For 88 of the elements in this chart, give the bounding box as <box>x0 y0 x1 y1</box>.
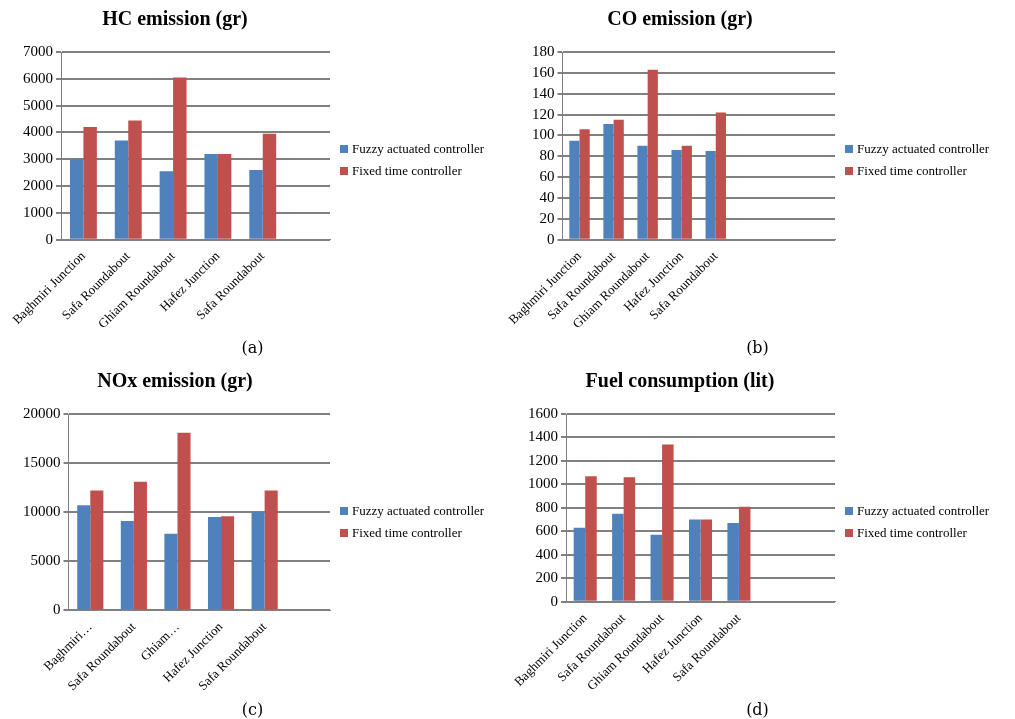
y-tick-label: 10000 <box>23 503 61 520</box>
y-tick-label: 0 <box>550 592 558 609</box>
bar <box>573 527 586 601</box>
bar <box>204 153 218 239</box>
y-tick-label: 7000 <box>23 42 53 59</box>
bar <box>262 133 277 239</box>
bar <box>585 476 597 601</box>
y-tick-label: 0 <box>53 601 61 618</box>
y-tick-label: 1400 <box>528 428 558 445</box>
y-tick-label: 1000 <box>23 203 53 220</box>
y-tick-label: 600 <box>535 522 558 539</box>
bar <box>133 481 147 610</box>
y-tick-label: 140 <box>531 84 555 101</box>
legend-label: Fuzzy actuated controller <box>351 141 486 157</box>
bar <box>705 151 716 239</box>
legend-label: Fuzzy actuated controller <box>856 141 991 157</box>
y-tick-label: 80 <box>539 147 555 164</box>
bar <box>177 432 191 610</box>
bar <box>700 519 713 601</box>
bar <box>128 120 142 239</box>
y-tick-label: 4000 <box>23 123 53 140</box>
text: (b) <box>745 338 770 357</box>
y-tick-label: 3000 <box>23 150 53 167</box>
bar <box>662 444 674 601</box>
legend-label: Fuzzy actuated controller <box>351 503 486 519</box>
y-tick-label: 400 <box>535 545 558 562</box>
y-tick-label: 1600 <box>528 404 558 421</box>
bar <box>647 69 658 239</box>
chart-title: Fuel consumption (lit) <box>585 369 775 393</box>
y-tick-label: 200 <box>535 569 558 586</box>
bar <box>69 159 84 239</box>
y-tick-label: 6000 <box>23 69 53 86</box>
y-tick-label: 800 <box>535 498 558 515</box>
bar <box>579 129 590 239</box>
bar <box>164 533 178 610</box>
bar <box>738 506 751 601</box>
y-tick-label: 180 <box>531 42 555 59</box>
bar <box>603 123 614 239</box>
y-tick-label: 20000 <box>23 404 61 421</box>
y-tick-label: 60 <box>539 168 555 185</box>
y-tick-label: 5000 <box>23 96 53 113</box>
legend-label: Fixed time controller <box>856 163 968 179</box>
text: (c) <box>240 700 265 719</box>
bar <box>637 145 648 239</box>
bar <box>173 77 187 239</box>
chart-title: HC emission (gr) <box>102 7 248 31</box>
bar <box>612 513 624 601</box>
y-tick-label: 0 <box>45 230 53 247</box>
bar <box>264 490 278 610</box>
bar <box>249 169 263 239</box>
bar <box>715 112 726 239</box>
legend-label: Fixed time controller <box>856 525 968 541</box>
y-tick-label: 160 <box>531 63 555 80</box>
legend-label: Fuzzy actuated controller <box>856 503 991 519</box>
bar <box>688 519 701 601</box>
bar <box>120 521 134 610</box>
legend-label: Fixed time controller <box>351 525 463 541</box>
y-tick-label: 5000 <box>30 552 61 569</box>
bar <box>251 512 265 610</box>
bar <box>650 534 663 601</box>
y-tick-label: 1000 <box>528 475 558 492</box>
y-tick-label: 120 <box>531 105 555 122</box>
bar <box>77 505 91 610</box>
bar <box>83 127 97 239</box>
y-tick-label: 100 <box>531 126 555 143</box>
bar <box>114 140 129 239</box>
y-tick-label: 1200 <box>528 451 558 468</box>
chart-title: CO emission (gr) <box>607 7 753 31</box>
bar <box>613 119 624 239</box>
bar <box>671 150 682 239</box>
y-tick-label: 0 <box>546 230 555 247</box>
bar <box>159 171 174 239</box>
bar <box>623 477 636 601</box>
chart-title: NOx emission (gr) <box>97 369 253 393</box>
text: (d) <box>745 700 770 719</box>
bar <box>207 517 222 610</box>
y-tick-label: 20 <box>539 209 555 226</box>
bar <box>217 153 232 239</box>
y-tick-label: 40 <box>539 188 555 205</box>
legend-label: Fixed time controller <box>351 163 463 179</box>
bar <box>221 516 235 610</box>
text: (a) <box>240 338 265 357</box>
bar <box>727 523 739 601</box>
bar <box>90 490 104 610</box>
y-tick-label: 15000 <box>23 454 61 471</box>
bar <box>569 140 580 239</box>
bar <box>681 145 692 239</box>
y-tick-label: 2000 <box>23 177 53 194</box>
